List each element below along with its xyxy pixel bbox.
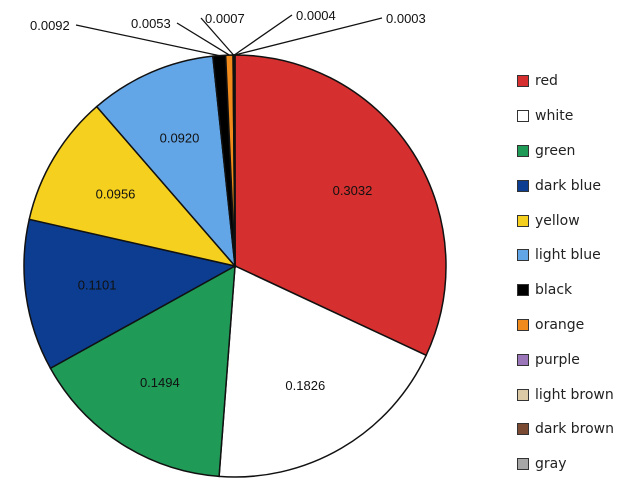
legend-swatch bbox=[517, 458, 529, 471]
legend-label: black bbox=[535, 282, 573, 299]
leader-lines bbox=[75, 14, 383, 57]
slice-label-purple: 0.0007 bbox=[205, 11, 245, 26]
pie-slice-dark-blue bbox=[23, 218, 238, 370]
legend-swatch bbox=[517, 144, 529, 157]
legend-item-light-brown: light brown bbox=[517, 377, 614, 412]
leader-line-light-brown bbox=[233, 14, 293, 56]
pie-slice-yellow bbox=[28, 105, 238, 268]
pie-slice-red bbox=[234, 54, 447, 357]
legend-label: yellow bbox=[535, 212, 580, 229]
legend-item-gray: gray bbox=[517, 447, 614, 482]
legend-item-red: red bbox=[517, 64, 614, 99]
pie-slice-green bbox=[49, 264, 236, 478]
legend-swatch bbox=[517, 214, 529, 227]
legend-item-yellow: yellow bbox=[517, 203, 614, 238]
leader-line-orange bbox=[176, 22, 230, 56]
legend-swatch bbox=[517, 353, 529, 366]
legend-swatch bbox=[517, 249, 529, 262]
slice-label-red: 0.3032 bbox=[333, 183, 373, 198]
legend-item-purple: purple bbox=[517, 342, 614, 377]
legend-label: red bbox=[535, 73, 558, 90]
legend-swatch bbox=[517, 75, 529, 88]
slice-labels: 0.3032 0.1826 0.1494 0.1101 0.0956 0.0920 0.00… bbox=[30, 8, 426, 393]
slice-label-yellow: 0.0956 bbox=[96, 186, 136, 201]
slice-label-light-brown: 0.0004 bbox=[296, 8, 336, 23]
legend: red white green dark blue yellow light blue bl… bbox=[517, 64, 614, 482]
legend-item-green: green bbox=[517, 134, 614, 169]
legend-swatch bbox=[517, 318, 529, 331]
slice-label-white: 0.1826 bbox=[285, 378, 325, 393]
leader-line-purple bbox=[200, 17, 235, 56]
pie-slice-white bbox=[218, 264, 428, 478]
legend-label: light blue bbox=[535, 247, 601, 264]
pie-slice-light-blue bbox=[95, 55, 236, 269]
legend-label: dark brown bbox=[535, 421, 615, 438]
legend-swatch bbox=[517, 388, 529, 401]
leader-line-black bbox=[75, 24, 220, 57]
legend-item-orange: orange bbox=[517, 308, 614, 343]
slice-label-dark-blue: 0.1101 bbox=[78, 278, 117, 293]
slice-label-dark-brown: 0.0003 bbox=[386, 11, 426, 26]
legend-label: orange bbox=[535, 316, 585, 333]
legend-swatch bbox=[517, 284, 529, 297]
legend-item-black: black bbox=[517, 273, 614, 308]
legend-item-dark-brown: dark brown bbox=[517, 412, 614, 447]
legend-item-dark-blue: dark blue bbox=[517, 168, 614, 203]
legend-label: white bbox=[535, 108, 574, 125]
legend-swatch bbox=[517, 110, 529, 123]
slice-label-green: 0.1494 bbox=[140, 375, 180, 390]
slice-label-black: 0.0092 bbox=[30, 18, 70, 33]
slice-label-light-blue: 0.0920 bbox=[160, 130, 200, 145]
legend-item-light-blue: light blue bbox=[517, 238, 614, 273]
legend-label: light brown bbox=[535, 386, 614, 403]
slice-label-orange: 0.0053 bbox=[131, 16, 171, 31]
legend-label: dark blue bbox=[535, 177, 602, 194]
legend-label: gray bbox=[535, 456, 567, 473]
legend-swatch bbox=[517, 423, 529, 436]
legend-swatch bbox=[517, 179, 529, 192]
legend-label: green bbox=[535, 142, 576, 159]
leader-line-dark-brown bbox=[234, 17, 383, 56]
legend-item-white: white bbox=[517, 99, 614, 134]
pie-slices bbox=[23, 54, 447, 478]
legend-label: purple bbox=[535, 351, 580, 368]
